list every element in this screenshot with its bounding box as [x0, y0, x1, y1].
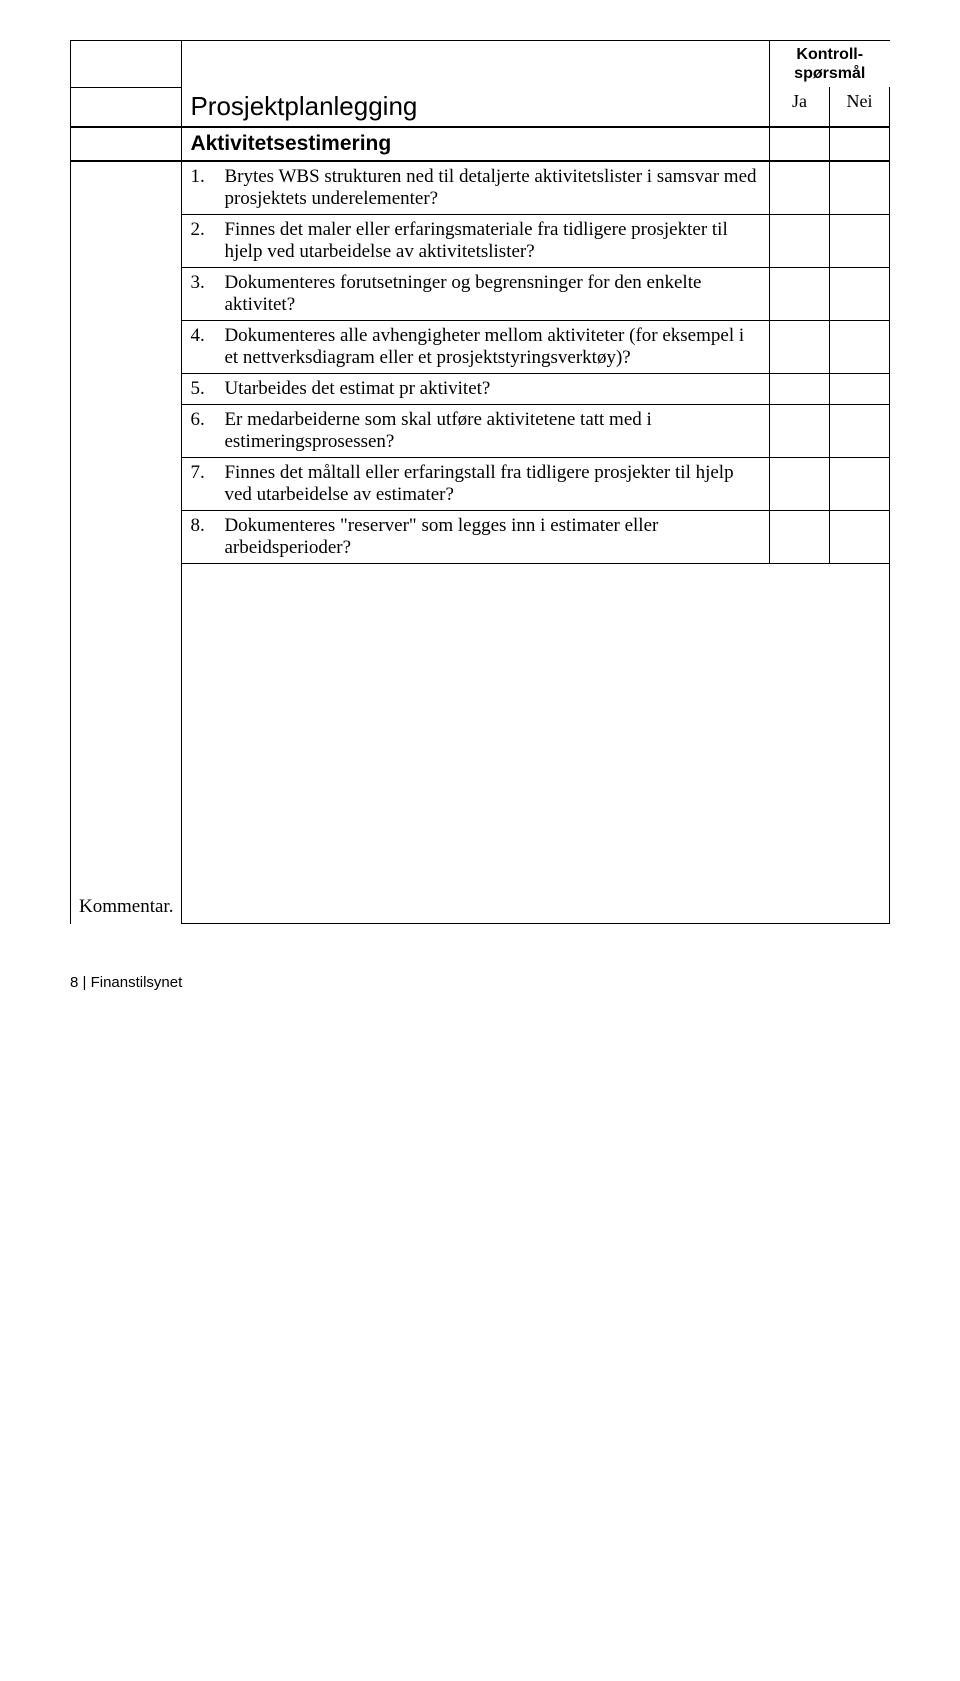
q-num: 5. — [190, 378, 214, 400]
q-num: 8. — [190, 515, 214, 559]
q-text: Utarbeides det estimat pr aktivitet? — [224, 378, 761, 400]
question-cell: 1. Brytes WBS strukturen ned til detalje… — [182, 161, 770, 215]
table-row: Kommentar. 1. Brytes WBS strukturen ned … — [71, 161, 890, 215]
table-row: 2. Finnes det maler eller erfaringsmater… — [71, 215, 890, 268]
kontroll-line2: spørsmål — [794, 65, 865, 82]
nei-cell[interactable] — [830, 268, 890, 321]
q-num: 1. — [190, 166, 214, 210]
q-num: 2. — [190, 219, 214, 263]
question-cell: 6. Er medarbeiderne som skal utføre akti… — [182, 405, 770, 458]
empty-cell — [182, 41, 770, 88]
ja-cell[interactable] — [770, 215, 830, 268]
section-title: Prosjektplanlegging — [182, 87, 770, 127]
table-row: 8. Dokumenteres "reserver" som legges in… — [71, 511, 890, 564]
question-cell: 7. Finnes det måltall eller erfaringstal… — [182, 458, 770, 511]
nei-header: Nei — [830, 87, 890, 127]
q-text: Er medarbeiderne som skal utføre aktivit… — [224, 409, 761, 453]
table-row: 6. Er medarbeiderne som skal utføre akti… — [71, 405, 890, 458]
question-cell: 8. Dokumenteres "reserver" som legges in… — [182, 511, 770, 564]
q-text: Dokumenteres "reserver" som legges inn i… — [224, 515, 761, 559]
ja-cell[interactable] — [770, 405, 830, 458]
table-row: 5. Utarbeides det estimat pr aktivitet? — [71, 374, 890, 405]
ja-cell[interactable] — [770, 458, 830, 511]
question-cell: 2. Finnes det maler eller erfaringsmater… — [182, 215, 770, 268]
kommentar-row — [71, 564, 890, 924]
nei-cell[interactable] — [830, 161, 890, 215]
left-spacer: Kommentar. — [71, 161, 182, 924]
q-text: Dokumenteres forutsetninger og begrensni… — [224, 272, 761, 316]
empty-cell — [71, 127, 182, 161]
kontroll-header: Kontroll- spørsmål — [770, 41, 890, 88]
ja-cell[interactable] — [770, 374, 830, 405]
q-text: Dokumenteres alle avhengigheter mellom a… — [224, 325, 761, 369]
question-cell: 4. Dokumenteres alle avhengigheter mello… — [182, 321, 770, 374]
nei-cell — [830, 127, 890, 161]
nei-cell[interactable] — [830, 511, 890, 564]
nei-cell[interactable] — [830, 458, 890, 511]
kontroll-line1: Kontroll- — [796, 46, 863, 63]
q-text: Brytes WBS strukturen ned til detaljerte… — [224, 166, 761, 210]
table-row: 3. Dokumenteres forutsetninger og begren… — [71, 268, 890, 321]
ja-cell — [770, 127, 830, 161]
q-text: Finnes det måltall eller erfaringstall f… — [224, 462, 761, 506]
nei-cell[interactable] — [830, 321, 890, 374]
ja-cell[interactable] — [770, 321, 830, 374]
subsection-title: Aktivitetsestimering — [182, 127, 770, 161]
ja-cell[interactable] — [770, 268, 830, 321]
q-text: Finnes det maler eller erfaringsmaterial… — [224, 219, 761, 263]
question-cell: 3. Dokumenteres forutsetninger og begren… — [182, 268, 770, 321]
q-num: 4. — [190, 325, 214, 369]
q-num: 6. — [190, 409, 214, 453]
ja-cell[interactable] — [770, 511, 830, 564]
ja-header: Ja — [770, 87, 830, 127]
empty-cell — [71, 41, 182, 88]
empty-cell — [71, 87, 182, 127]
q-num: 3. — [190, 272, 214, 316]
nei-cell[interactable] — [830, 405, 890, 458]
table-row: 4. Dokumenteres alle avhengigheter mello… — [71, 321, 890, 374]
footer-sep: | — [78, 974, 90, 991]
ja-cell[interactable] — [770, 161, 830, 215]
nei-cell[interactable] — [830, 374, 890, 405]
table-row: 7. Finnes det måltall eller erfaringstal… — [71, 458, 890, 511]
footer-org: Finanstilsynet — [91, 974, 183, 991]
q-num: 7. — [190, 462, 214, 506]
checklist-table: Kontroll- spørsmål Prosjektplanlegging J… — [70, 40, 890, 924]
question-cell: 5. Utarbeides det estimat pr aktivitet? — [182, 374, 770, 405]
nei-cell[interactable] — [830, 215, 890, 268]
kommentar-area[interactable] — [182, 564, 890, 924]
page-footer: 8 | Finanstilsynet — [70, 974, 890, 991]
